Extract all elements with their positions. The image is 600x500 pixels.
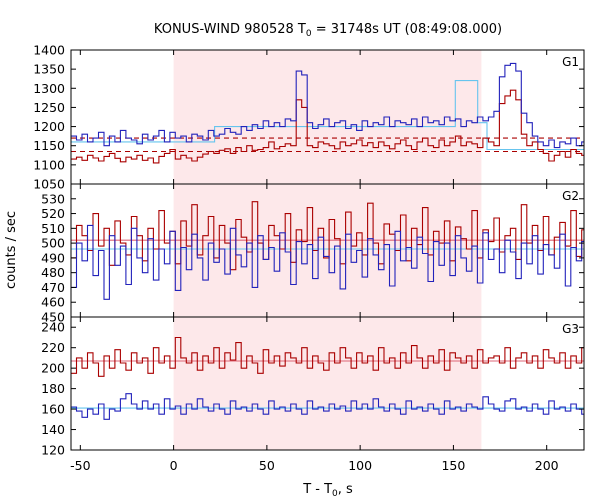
y-tick-label: 160 (41, 402, 65, 417)
y-tick-label: 1250 (33, 100, 65, 115)
x-tick-label: -50 (70, 458, 90, 473)
y-tick-label: 450 (41, 310, 65, 325)
y-tick-label: 140 (41, 422, 65, 437)
y-tick-label: 510 (41, 221, 65, 236)
highlight-region (173, 317, 482, 450)
panel-frame (70, 316, 585, 451)
y-tick-label: 480 (41, 265, 65, 280)
y-tick-label: 1150 (33, 138, 65, 153)
y-tick-label: 470 (41, 280, 65, 295)
y-tick-label: 1100 (33, 157, 65, 172)
chart-title: KONUS-WIND 980528 T0 = 31748s UT (08:49:… (154, 22, 502, 39)
y-tick-label: 1300 (33, 81, 65, 96)
panel-g1: 1050 1100 1150 1200 1250 1300 1350 1400 G1 (33, 43, 585, 192)
x-tick-label: 100 (348, 458, 372, 473)
series-blue (71, 224, 584, 300)
series-red (71, 336, 584, 377)
y-tick-label: 490 (41, 250, 65, 265)
y-tick-label: 220 (41, 340, 65, 355)
x-tick-label: 150 (441, 458, 465, 473)
y-tick-label: 1200 (33, 119, 65, 134)
y-tick-label: 520 (41, 206, 65, 221)
x-tick-label: 0 (170, 458, 178, 473)
y-tick-label: 460 (41, 295, 65, 310)
x-axis-label: T - T0, s (302, 482, 353, 499)
chart-panels: 10501100115012001250130013501400G1450460… (33, 43, 585, 473)
series-red (71, 89, 584, 164)
y-tick-label: 1400 (33, 43, 65, 58)
y-tick-label: 240 (41, 320, 65, 335)
x-tick-label: 200 (535, 458, 559, 473)
x-tick-label: 50 (259, 458, 275, 473)
y-tick-label: 180 (41, 381, 65, 396)
series-blue (71, 62, 584, 149)
panel-label: G1 (562, 55, 579, 69)
series-red (71, 201, 584, 271)
fit-line-1 (71, 80, 584, 151)
panel-label: G3 (562, 322, 579, 336)
panel-g3: 120 140 160 180 200 220 240 G3 (41, 316, 585, 458)
y-tick-label: 1050 (33, 177, 65, 192)
y-tick-label: 500 (41, 236, 65, 251)
series-blue (71, 393, 584, 420)
y-tick-label: 120 (41, 443, 65, 458)
y-axis-label: counts / sec (4, 211, 19, 289)
y-tick-label: 200 (41, 361, 65, 376)
y-tick-label: 530 (41, 191, 65, 206)
panel-label: G2 (562, 189, 579, 203)
y-tick-label: 1350 (33, 62, 65, 77)
highlight-region (173, 50, 482, 184)
